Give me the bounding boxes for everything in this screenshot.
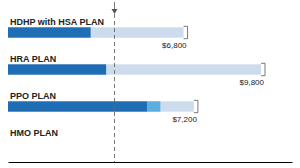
bar [8, 27, 91, 37]
bracket [194, 100, 198, 112]
value-label: $6,800 [162, 41, 187, 50]
bar [8, 64, 106, 74]
axis-line [9, 162, 293, 163]
category-label: HMO PLAN [10, 128, 58, 138]
bar [106, 64, 107, 74]
category-label: PPO PLAN [10, 91, 56, 101]
bar [8, 138, 9, 148]
bracket [261, 63, 265, 75]
labels: HDHP with HSA PLAN HRA PLAN PPO PLAN HMO PL… [10, 17, 265, 138]
x-axis [9, 162, 293, 163]
bar [8, 64, 261, 74]
value-label: $7,200 [172, 115, 197, 124]
bar [90, 27, 91, 37]
bars [8, 27, 261, 111]
reference-arrow-head [112, 9, 118, 14]
chart: HDHP with HSA PLAN HRA PLAN PPO PLAN HMO PL… [0, 0, 300, 168]
category-label: HRA PLAN [10, 54, 56, 64]
bar [8, 101, 147, 111]
bar [8, 27, 184, 37]
category-label: HDHP with HSA PLAN [10, 17, 104, 27]
bar [147, 101, 160, 111]
bar [8, 101, 194, 111]
bracket [184, 26, 188, 38]
bar [8, 138, 9, 148]
reference-line [114, 14, 115, 162]
bar [8, 138, 9, 148]
value-label: $9,800 [240, 78, 265, 87]
